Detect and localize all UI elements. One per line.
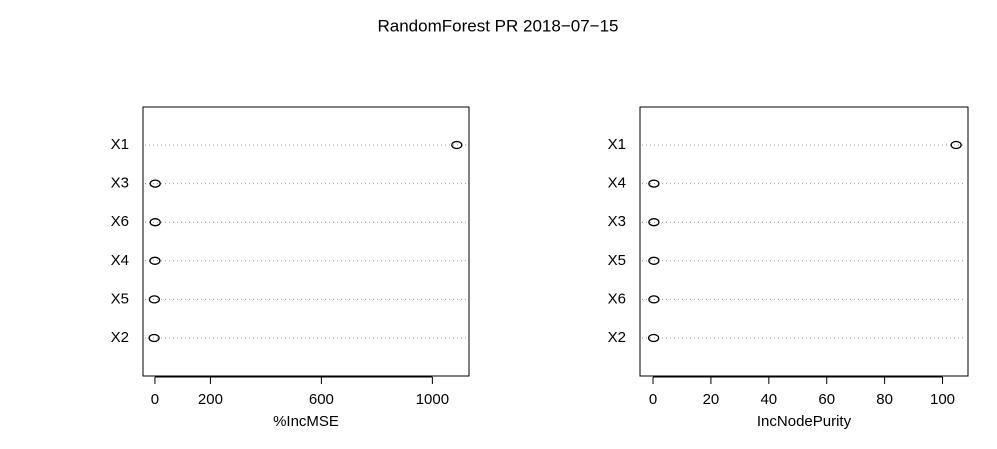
y-tick-label: X6 (608, 290, 626, 307)
y-tick-label: X4 (608, 175, 626, 192)
dot (148, 333, 160, 343)
x-tick-label: 20 (703, 391, 720, 408)
dot (149, 218, 161, 227)
y-tick-label: X3 (608, 213, 626, 230)
dot (149, 256, 161, 265)
dot (648, 295, 660, 304)
x-tick-label: 600 (309, 391, 334, 408)
x-tick-label: 60 (818, 391, 835, 408)
plot-frame (142, 106, 470, 377)
y-tick-label: X2 (608, 329, 626, 346)
dot (950, 140, 962, 150)
x-tick-label: 80 (876, 391, 893, 408)
plot-frame (639, 106, 969, 377)
dot (148, 295, 161, 304)
y-tick-label: X5 (111, 290, 129, 307)
dot (149, 179, 161, 188)
x-tick-label: 1000 (416, 391, 449, 408)
chart-title: RandomForest PR 2018−07−15 (378, 16, 619, 35)
dot (648, 179, 660, 188)
y-tick-label: X5 (608, 252, 626, 269)
y-tick-label: X3 (111, 175, 129, 192)
dot (647, 333, 660, 343)
y-tick-label: X1 (608, 136, 626, 153)
y-tick-label: X4 (111, 252, 129, 269)
x-tick-label: 100 (930, 391, 955, 408)
dot (648, 218, 660, 227)
x-tick-label: 40 (760, 391, 777, 408)
y-tick-label: X6 (111, 213, 129, 230)
x-tick-label: 0 (151, 391, 159, 408)
x-tick-label: 200 (198, 391, 223, 408)
dot (451, 140, 463, 150)
y-tick-label: X1 (111, 136, 129, 153)
x-tick-label: 0 (649, 391, 657, 408)
dot (648, 256, 660, 265)
x-axis-label: %IncMSE (273, 413, 339, 430)
x-axis-label: IncNodePurity (757, 413, 852, 430)
y-tick-label: X2 (111, 329, 129, 346)
